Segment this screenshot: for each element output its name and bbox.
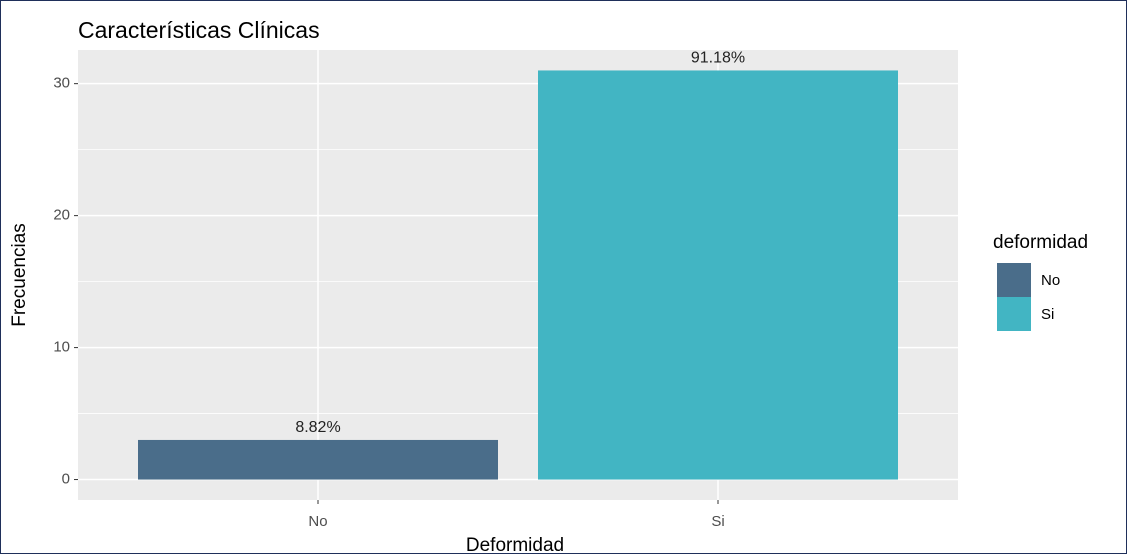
legend-label: No — [1041, 272, 1060, 289]
y-tick-label: 10 — [53, 339, 70, 356]
data-label: 91.18% — [691, 50, 745, 67]
y-axis-title: Frecuencias — [9, 223, 30, 327]
legend-title: deformidad — [993, 232, 1088, 253]
y-tick-label: 30 — [53, 75, 70, 92]
x-axis-title: Deformidad — [466, 535, 564, 554]
legend-key — [997, 263, 1031, 297]
legend-key — [997, 297, 1031, 331]
y-tick-label: 20 — [53, 207, 70, 224]
y-tick-label: 0 — [62, 471, 70, 488]
bar — [538, 70, 898, 480]
data-label: 8.82% — [295, 419, 340, 436]
x-tick-label: Si — [711, 513, 724, 530]
chart-title: Características Clínicas — [78, 17, 320, 43]
legend-label: Si — [1041, 306, 1054, 323]
bar — [138, 439, 498, 480]
x-tick-label: No — [308, 513, 327, 530]
